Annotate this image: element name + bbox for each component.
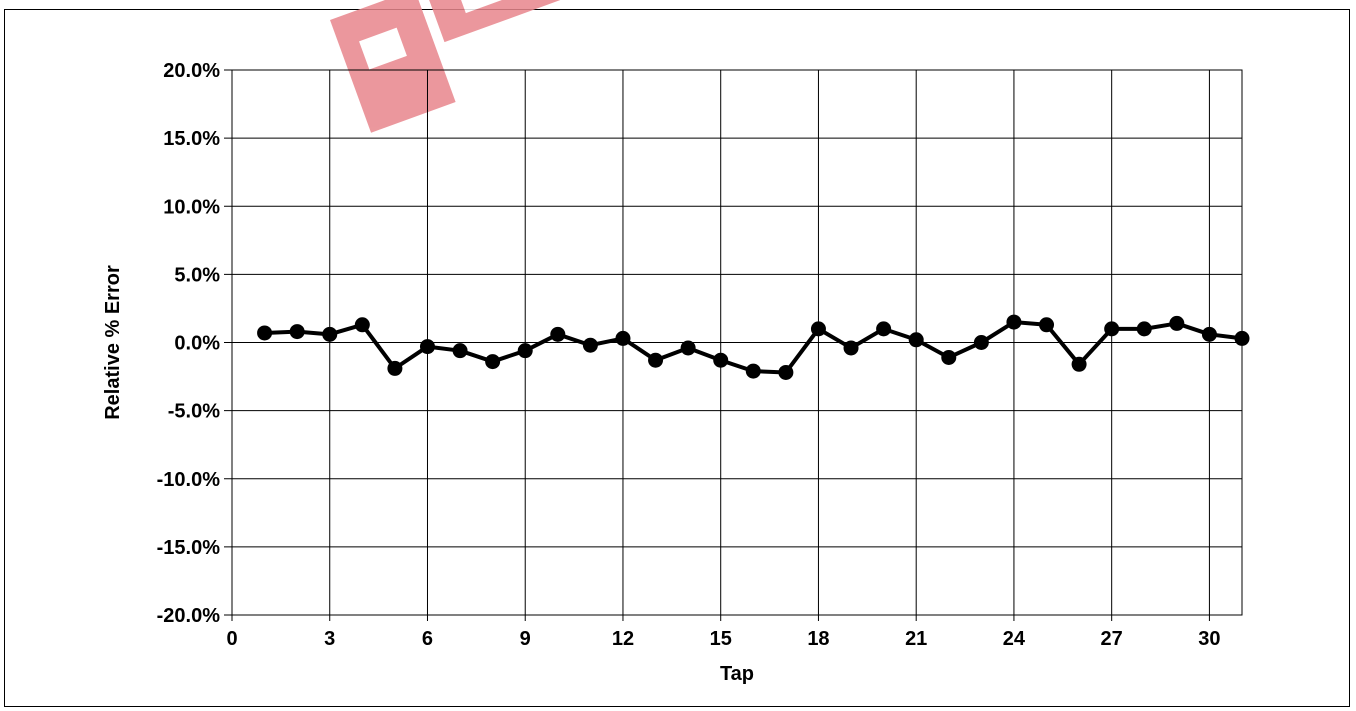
data-point [485, 354, 501, 370]
data-point [1201, 326, 1217, 342]
data-series [257, 314, 1250, 380]
x-tick-label: 18 [807, 628, 829, 650]
data-point [517, 343, 533, 359]
y-tick-label: 10.0% [163, 196, 220, 218]
data-point [354, 317, 370, 333]
y-tick-label: -10.0% [157, 469, 221, 491]
data-point [648, 352, 664, 368]
data-point [1169, 315, 1185, 331]
x-tick-label: 3 [324, 628, 335, 650]
data-point [810, 321, 826, 337]
y-axis-title: Relative % Error [102, 265, 124, 420]
x-tick-label: 0 [226, 628, 237, 650]
data-point [778, 364, 794, 380]
y-tick-label: -20.0% [157, 605, 221, 627]
y-tick-label: -5.0% [168, 401, 220, 423]
data-point [452, 343, 468, 359]
x-tick-label: 30 [1198, 628, 1220, 650]
watermark-block-right [423, 0, 577, 43]
data-point [843, 340, 859, 356]
watermark-cutout-right [459, 0, 542, 14]
data-point [1039, 317, 1055, 333]
data-point [973, 335, 989, 350]
x-tick-label: 15 [710, 628, 732, 650]
x-tick-labels: 0 3 6 9 12 15 18 21 24 27 30 [226, 628, 1220, 650]
data-point [419, 339, 435, 355]
data-point [550, 326, 566, 342]
watermark-cutout-left [359, 27, 407, 70]
data-point [257, 325, 273, 341]
data-point [713, 352, 729, 368]
data-point [387, 360, 403, 376]
data-point [1104, 321, 1120, 337]
data-point [1006, 314, 1022, 330]
data-point [908, 332, 924, 348]
data-point [941, 349, 957, 365]
y-tick-label: -15.0% [157, 537, 221, 559]
y-tick-labels: -20.0% -15.0% -10.0% -5.0% 0.0% 5.0% 10.0% 15.0… [157, 60, 221, 627]
x-tick-label: 9 [520, 628, 531, 650]
data-point [289, 324, 305, 340]
y-tick-label: 5.0% [174, 264, 220, 286]
x-tick-label: 12 [612, 628, 634, 650]
x-tick-label: 24 [1003, 628, 1026, 650]
data-point [582, 337, 598, 353]
chart-frame [4, 9, 1350, 707]
data-point [615, 330, 631, 346]
data-point [680, 340, 696, 356]
x-tick-label: 6 [422, 628, 433, 650]
x-axis-title: Tap [720, 663, 754, 685]
x-tick-label: 27 [1101, 628, 1123, 650]
data-point [322, 326, 338, 342]
data-point [745, 363, 761, 379]
data-point [1234, 330, 1250, 346]
watermark-logo [330, 0, 577, 133]
watermark-shape [330, 0, 577, 133]
data-point [1071, 356, 1087, 372]
data-point [876, 321, 892, 337]
data-point [1136, 321, 1152, 337]
y-tick-label: 0.0% [174, 333, 220, 355]
x-tick-label: 21 [905, 628, 927, 650]
y-tick-label: 15.0% [163, 128, 220, 150]
y-tick-label: 20.0% [163, 60, 220, 82]
